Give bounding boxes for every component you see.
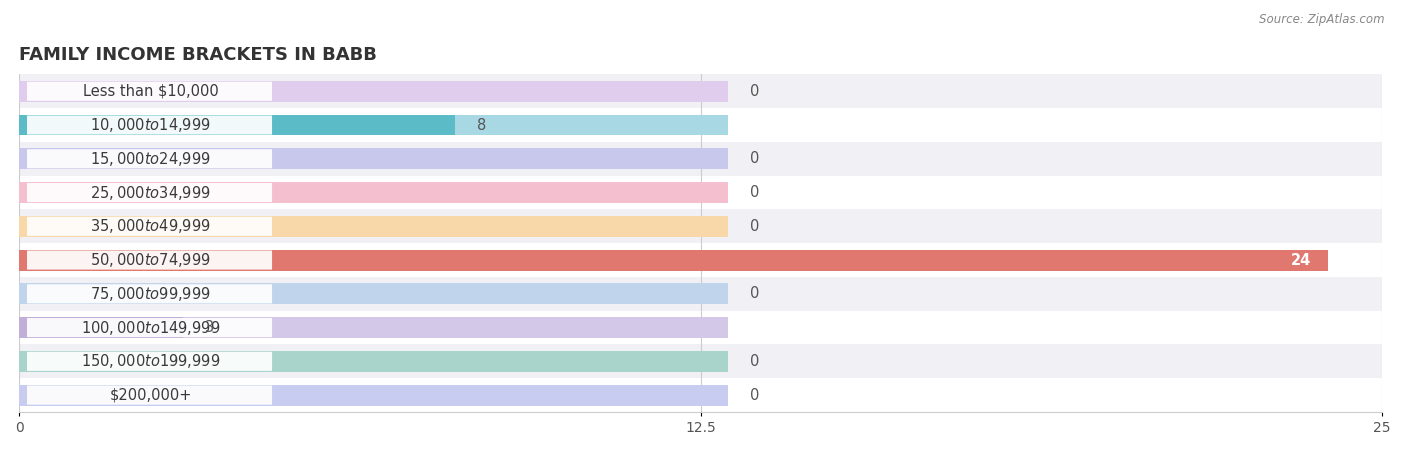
FancyBboxPatch shape [27,352,271,371]
Text: 0: 0 [749,286,759,302]
Bar [20,277,1382,310]
Text: 0: 0 [749,354,759,369]
Bar [20,81,728,102]
Bar [20,317,728,338]
Bar [20,250,728,270]
Text: 24: 24 [1291,252,1312,268]
Bar [20,209,1382,243]
Text: $10,000 to $14,999: $10,000 to $14,999 [90,116,211,134]
Bar [20,351,728,372]
Text: 0: 0 [749,185,759,200]
FancyBboxPatch shape [27,116,271,135]
Text: $15,000 to $24,999: $15,000 to $24,999 [90,150,211,168]
Bar [20,176,1382,209]
Bar [20,310,1382,344]
Text: Less than $10,000: Less than $10,000 [83,84,219,99]
Bar [20,243,1382,277]
Text: $75,000 to $99,999: $75,000 to $99,999 [90,285,211,303]
FancyBboxPatch shape [27,386,271,405]
Text: 0: 0 [749,219,759,234]
Text: 0: 0 [749,151,759,166]
FancyBboxPatch shape [27,284,271,303]
Bar [20,108,1382,142]
Text: $35,000 to $49,999: $35,000 to $49,999 [90,217,211,235]
Bar [20,216,728,237]
Bar [20,74,1382,108]
Bar [20,284,728,304]
Text: 8: 8 [477,117,486,133]
FancyBboxPatch shape [27,82,271,101]
Bar [20,148,728,169]
Bar [20,115,728,135]
Text: $50,000 to $74,999: $50,000 to $74,999 [90,251,211,269]
Text: $200,000+: $200,000+ [110,387,193,403]
Bar [20,378,1382,412]
Text: 3: 3 [205,320,214,335]
Text: FAMILY INCOME BRACKETS IN BABB: FAMILY INCOME BRACKETS IN BABB [20,46,377,64]
Text: 0: 0 [749,387,759,403]
Text: $150,000 to $199,999: $150,000 to $199,999 [82,352,221,370]
FancyBboxPatch shape [27,318,271,337]
Bar [20,385,728,405]
Text: 0: 0 [749,84,759,99]
Bar [20,250,1327,270]
FancyBboxPatch shape [27,149,271,168]
Text: $25,000 to $34,999: $25,000 to $34,999 [90,184,211,202]
Bar [20,142,1382,176]
FancyBboxPatch shape [27,251,271,270]
Text: $100,000 to $149,999: $100,000 to $149,999 [82,319,221,337]
FancyBboxPatch shape [27,217,271,236]
Bar [20,115,456,135]
FancyBboxPatch shape [27,183,271,202]
Bar [20,317,183,338]
Bar [20,182,728,203]
Text: Source: ZipAtlas.com: Source: ZipAtlas.com [1260,14,1385,27]
Bar [20,344,1382,378]
